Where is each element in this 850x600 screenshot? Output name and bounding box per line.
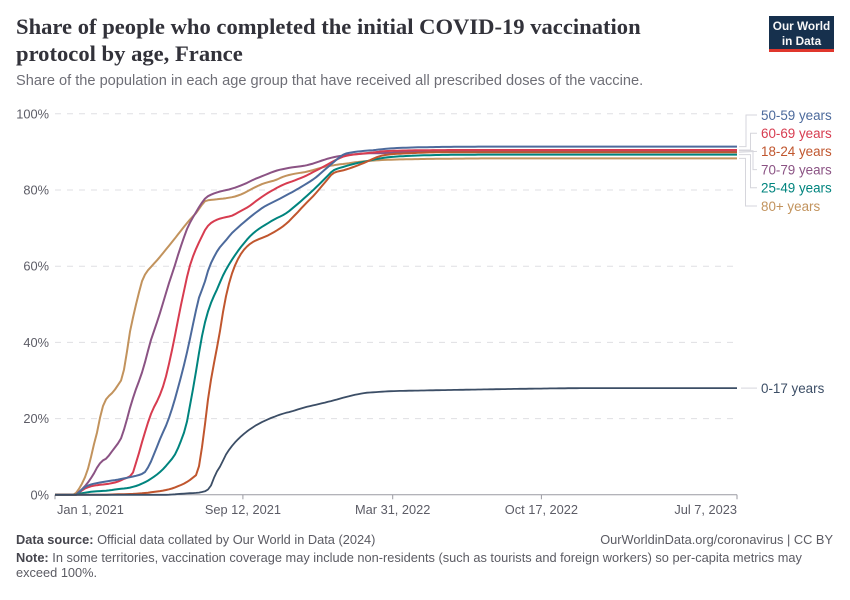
- svg-text:80%: 80%: [23, 183, 49, 198]
- svg-text:Mar 31, 2022: Mar 31, 2022: [355, 502, 430, 517]
- svg-text:100%: 100%: [16, 106, 49, 121]
- svg-text:0%: 0%: [31, 487, 50, 502]
- svg-text:18-24 years: 18-24 years: [761, 144, 832, 159]
- svg-text:40%: 40%: [23, 335, 49, 350]
- svg-text:Oct 17, 2022: Oct 17, 2022: [505, 502, 578, 517]
- svg-text:0-17 years: 0-17 years: [761, 381, 825, 396]
- svg-text:Jul 7, 2023: Jul 7, 2023: [674, 502, 737, 517]
- svg-text:80+ years: 80+ years: [761, 199, 820, 214]
- svg-text:60%: 60%: [23, 259, 49, 274]
- svg-text:70-79 years: 70-79 years: [761, 162, 832, 177]
- svg-text:25-49 years: 25-49 years: [761, 181, 832, 196]
- svg-text:Jan 1, 2021: Jan 1, 2021: [57, 502, 124, 517]
- svg-text:50-59 years: 50-59 years: [761, 108, 832, 123]
- svg-text:20%: 20%: [23, 411, 49, 426]
- svg-text:60-69 years: 60-69 years: [761, 126, 832, 141]
- svg-text:Sep 12, 2021: Sep 12, 2021: [205, 502, 281, 517]
